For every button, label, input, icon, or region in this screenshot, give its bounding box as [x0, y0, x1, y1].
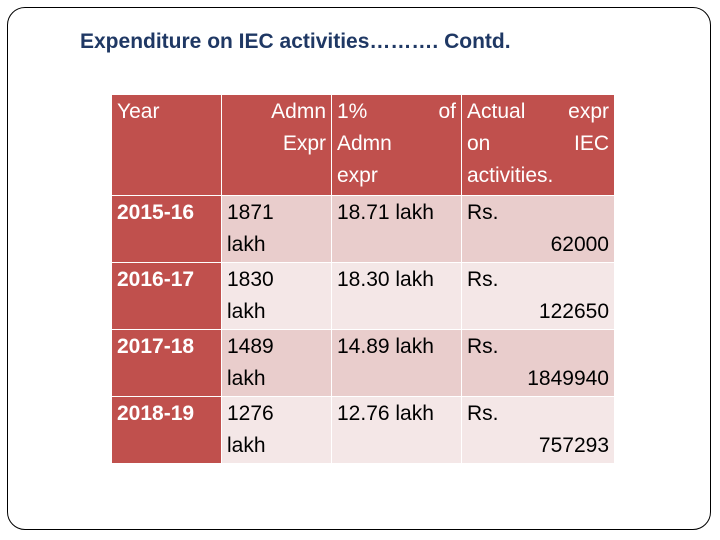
cell-admn: 1489 lakh: [221, 329, 332, 397]
table-row: 2016-17 1830 lakh 18.30 lakh Rs. 122650: [111, 262, 615, 330]
cell-admn: 1830 lakh: [221, 262, 332, 330]
cell-year: 2015-16: [111, 195, 222, 263]
cell-admn: 1276 lakh: [221, 396, 332, 464]
cell-pct: 18.30 lakh: [331, 262, 462, 330]
cell-year: 2017-18: [111, 329, 222, 397]
cell-year: 2016-17: [111, 262, 222, 330]
header-pct-admn: 1% of Admn expr: [331, 94, 462, 196]
header-actual-expr: Actual expr on IEC activities.: [461, 94, 615, 196]
cell-year: 2018-19: [111, 396, 222, 464]
cell-pct: 14.89 lakh: [331, 329, 462, 397]
cell-actual: Rs. 122650: [461, 262, 615, 330]
cell-pct: 12.76 lakh: [331, 396, 462, 464]
cell-actual: Rs. 62000: [461, 195, 615, 263]
slide-title: Expenditure on IEC activities………. Contd.: [80, 30, 511, 53]
cell-actual: Rs. 757293: [461, 396, 615, 464]
table-header-row: Year Admn Expr 1% of Admn expr Actual expr…: [111, 94, 615, 196]
table-row: 2015-16 1871 lakh 18.71 lakh Rs. 62000: [111, 195, 615, 263]
expenditure-table: Year Admn Expr 1% of Admn expr Actual expr…: [111, 94, 615, 464]
table-row: 2017-18 1489 lakh 14.89 lakh Rs. 1849940: [111, 329, 615, 397]
cell-admn: 1871 lakh: [221, 195, 332, 263]
table-row: 2018-19 1276 lakh 12.76 lakh Rs. 757293: [111, 396, 615, 464]
cell-pct: 18.71 lakh: [331, 195, 462, 263]
cell-actual: Rs. 1849940: [461, 329, 615, 397]
header-year: Year: [111, 94, 222, 196]
slide-frame: [7, 7, 711, 530]
header-admn-expr: Admn Expr: [221, 94, 332, 196]
